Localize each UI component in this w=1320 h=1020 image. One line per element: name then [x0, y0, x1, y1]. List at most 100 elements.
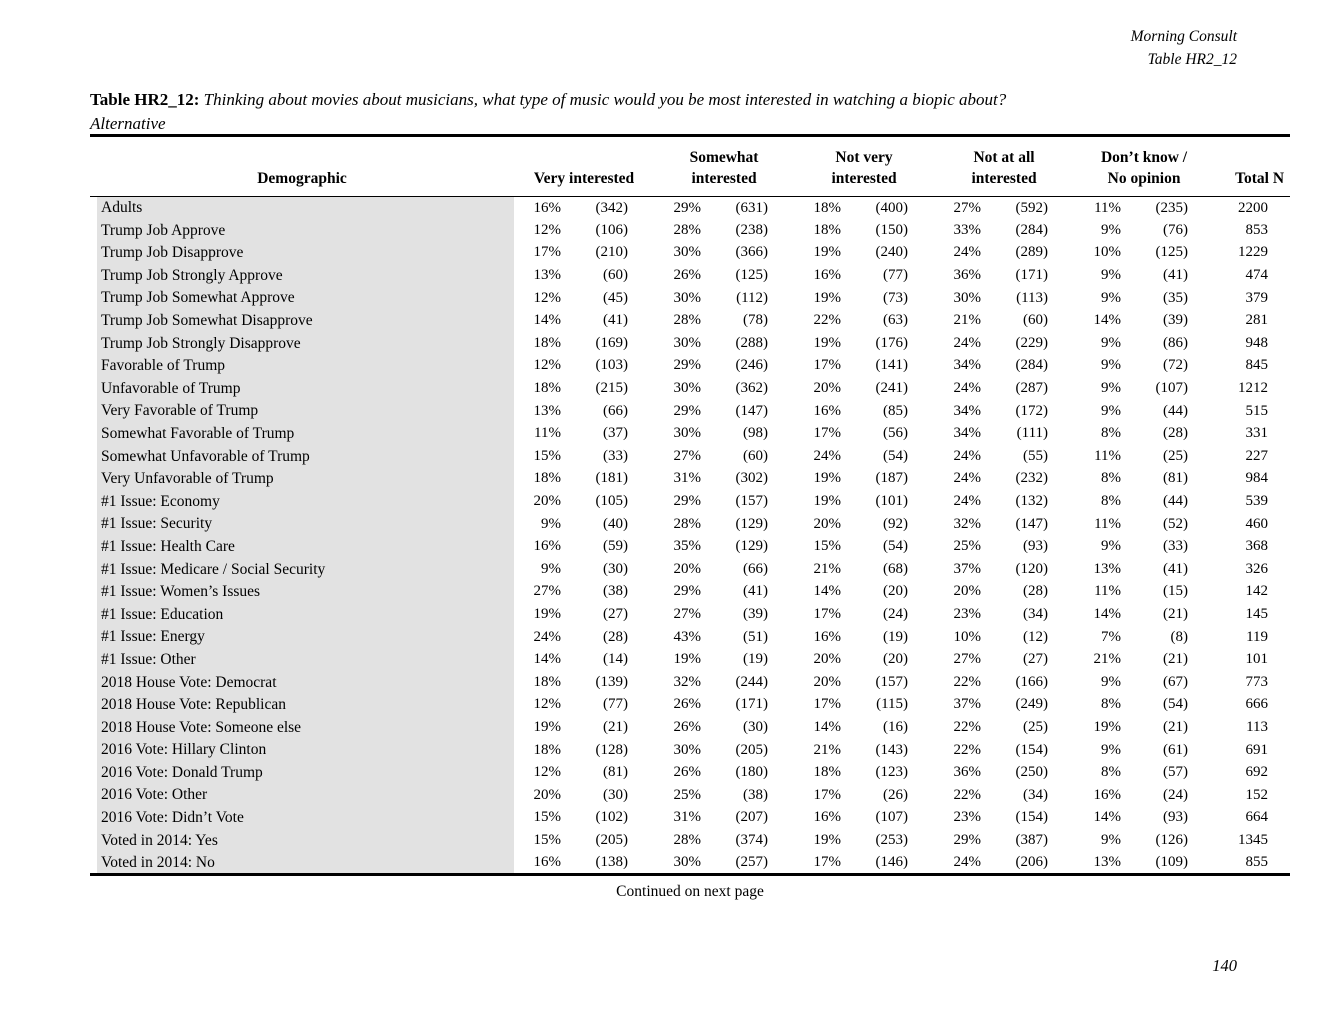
column-header-somewhat-interested: Somewhat interested: [689, 149, 759, 187]
very-interested-pct: 15%: [533, 447, 562, 464]
very-interested-count: (40): [603, 515, 629, 532]
dont-know-count: (15): [1163, 583, 1189, 600]
table-row: 2018 House Vote: Republican 12% (77) 26%…: [90, 693, 1290, 717]
not-at-all-interested-pct: 24%: [953, 244, 982, 261]
dont-know-pct: 9%: [1101, 267, 1122, 284]
very-interested-count: (27): [603, 605, 629, 622]
somewhat-interested-count: (30): [743, 718, 769, 735]
demographic-cell: Very Favorable of Trump: [90, 399, 514, 423]
survey-table-wrap: Demographic Very interested Somewhat int…: [90, 134, 1291, 876]
not-very-interested-pct: 19%: [813, 289, 842, 306]
demographic-cell: Adults: [90, 196, 514, 220]
demographic-cell: Favorable of Trump: [90, 354, 514, 378]
very-interested-pct: 15%: [533, 809, 562, 826]
not-at-all-interested-count: (120): [1015, 560, 1049, 577]
dont-know-pct: 8%: [1101, 764, 1122, 781]
dont-know-pct: 10%: [1093, 244, 1122, 261]
not-very-interested-pct: 20%: [813, 380, 842, 397]
somewhat-interested-count: (302): [735, 470, 769, 487]
total-n-cell: 691: [1245, 741, 1269, 758]
dont-know-count: (72): [1163, 357, 1189, 374]
somewhat-interested-count: (129): [735, 538, 769, 555]
not-at-all-interested-count: (284): [1015, 221, 1049, 238]
not-at-all-interested-count: (111): [1016, 425, 1049, 442]
dont-know-pct: 13%: [1093, 853, 1122, 870]
very-interested-count: (59): [603, 538, 629, 555]
demographic-cell: 2016 Vote: Didn’t Vote: [90, 806, 514, 830]
very-interested-count: (45): [603, 289, 629, 306]
demographic-cell: Very Unfavorable of Trump: [90, 467, 514, 491]
not-very-interested-count: (241): [875, 380, 909, 397]
not-very-interested-count: (115): [876, 696, 909, 713]
not-very-interested-pct: 17%: [813, 357, 842, 374]
somewhat-interested-pct: 35%: [673, 538, 702, 555]
not-very-interested-pct: 16%: [813, 809, 842, 826]
not-at-all-interested-pct: 30%: [953, 289, 982, 306]
not-very-interested-pct: 19%: [813, 831, 842, 848]
very-interested-pct: 18%: [533, 470, 562, 487]
total-n-cell: 152: [1245, 786, 1269, 803]
very-interested-pct: 16%: [533, 538, 562, 555]
somewhat-interested-pct: 26%: [673, 764, 702, 781]
somewhat-interested-pct: 29%: [673, 402, 702, 419]
total-n-cell: 113: [1246, 718, 1269, 735]
somewhat-interested-pct: 25%: [673, 786, 702, 803]
not-very-interested-count: (92): [883, 515, 909, 532]
not-at-all-interested-count: (172): [1015, 402, 1049, 419]
document-brand: Morning Consult Table HR2_12: [1131, 25, 1237, 71]
continued-note: Continued on next page: [616, 883, 764, 900]
dont-know-pct: 8%: [1101, 493, 1122, 510]
not-at-all-interested-pct: 25%: [953, 538, 982, 555]
not-at-all-interested-count: (232): [1015, 470, 1049, 487]
dont-know-count: (33): [1163, 538, 1189, 555]
not-at-all-interested-count: (27): [1023, 651, 1049, 668]
table-row: #1 Issue: Health Care 16% (59) 35% (129)…: [90, 535, 1290, 558]
demographic-cell: Trump Job Strongly Approve: [90, 264, 514, 287]
demographic-cell: #1 Issue: Women’s Issues: [90, 580, 514, 604]
somewhat-interested-count: (157): [735, 493, 769, 510]
not-at-all-interested-pct: 22%: [953, 786, 982, 803]
table-row: Trump Job Strongly Disapprove 18% (169) …: [90, 332, 1290, 355]
not-at-all-interested-count: (171): [1015, 267, 1049, 284]
table-row: Trump Job Somewhat Approve 12% (45) 30% …: [90, 286, 1290, 310]
very-interested-pct: 18%: [533, 673, 562, 690]
not-very-interested-count: (101): [875, 493, 909, 510]
dont-know-pct: 11%: [1094, 515, 1122, 532]
not-at-all-interested-count: (387): [1015, 831, 1049, 848]
dont-know-pct: 8%: [1101, 696, 1122, 713]
not-very-interested-pct: 17%: [813, 786, 842, 803]
total-n-cell: 855: [1245, 853, 1269, 870]
somewhat-interested-pct: 28%: [673, 312, 702, 329]
column-header-demographic: Demographic: [257, 170, 347, 187]
dont-know-count: (126): [1155, 831, 1189, 848]
dont-know-count: (107): [1155, 380, 1189, 397]
not-very-interested-pct: 17%: [813, 853, 842, 870]
somewhat-interested-pct: 32%: [673, 673, 702, 690]
not-at-all-interested-pct: 36%: [953, 267, 982, 284]
not-very-interested-pct: 18%: [813, 199, 842, 216]
not-at-all-interested-count: (154): [1015, 809, 1049, 826]
not-at-all-interested-count: (25): [1023, 718, 1049, 735]
very-interested-count: (169): [595, 334, 629, 351]
not-at-all-interested-pct: 24%: [953, 447, 982, 464]
somewhat-interested-pct: 28%: [673, 831, 702, 848]
table-title-label: Table HR2_12:: [90, 90, 200, 109]
total-n-cell: 539: [1245, 493, 1269, 510]
dont-know-count: (86): [1163, 334, 1189, 351]
not-very-interested-pct: 24%: [813, 447, 842, 464]
dont-know-count: (44): [1163, 402, 1189, 419]
dont-know-count: (81): [1163, 470, 1189, 487]
very-interested-count: (128): [595, 741, 629, 758]
table-row: 2018 House Vote: Democrat 18% (139) 32% …: [90, 670, 1290, 694]
table-header: Demographic Very interested Somewhat int…: [90, 135, 1291, 197]
not-at-all-interested-pct: 22%: [953, 673, 982, 690]
somewhat-interested-count: (51): [743, 628, 769, 645]
very-interested-count: (41): [603, 312, 629, 329]
table-title-subject: Alternative: [90, 114, 166, 133]
not-very-interested-count: (56): [883, 425, 909, 442]
dont-know-count: (41): [1163, 560, 1189, 577]
somewhat-interested-pct: 30%: [673, 853, 702, 870]
not-very-interested-pct: 19%: [813, 493, 842, 510]
very-interested-count: (106): [595, 221, 629, 238]
not-at-all-interested-count: (147): [1015, 515, 1049, 532]
